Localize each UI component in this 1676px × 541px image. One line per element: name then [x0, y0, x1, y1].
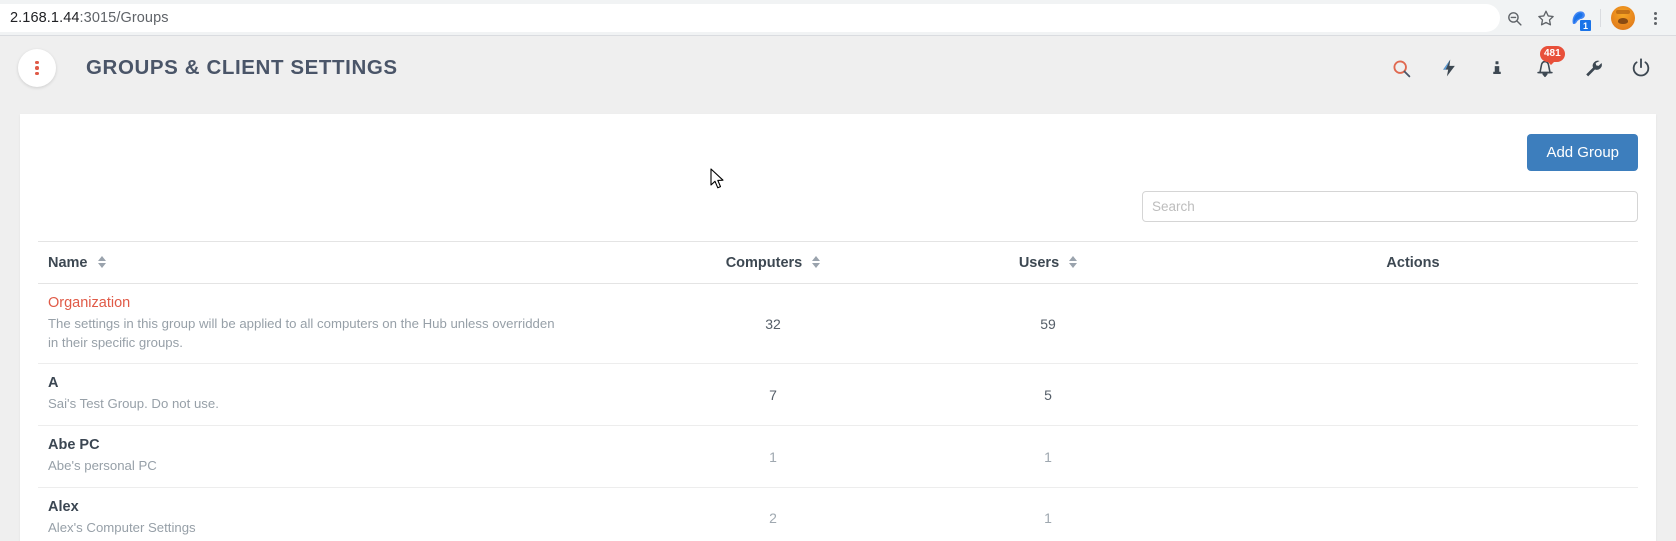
- add-group-button[interactable]: Add Group: [1527, 134, 1638, 171]
- users-count: 1: [908, 425, 1188, 488]
- notification-badge: 481: [1540, 46, 1565, 65]
- group-name-link[interactable]: Organization: [48, 295, 131, 311]
- users-count: 1: [908, 487, 1188, 541]
- group-name-cell: Alex Alex's Computer Settings: [38, 487, 638, 541]
- column-label-actions: Actions: [1386, 255, 1440, 271]
- page-title: GROUPS & CLIENT SETTINGS: [86, 56, 398, 79]
- search-input[interactable]: [1142, 191, 1638, 222]
- table-head: Name Computers Users Actions: [38, 241, 1638, 284]
- group-name-cell: A Sai's Test Group. Do not use.: [38, 363, 638, 427]
- address-path: :3015/Groups: [79, 10, 169, 26]
- row-actions[interactable]: [1188, 283, 1638, 365]
- group-name-link[interactable]: Abe PC: [48, 437, 100, 454]
- group-name-link[interactable]: Alex: [48, 498, 79, 515]
- groups-table: Name Computers Users Actions: [38, 241, 1638, 541]
- info-icon[interactable]: [1484, 55, 1510, 81]
- computers-count: 2: [638, 487, 908, 541]
- column-label-users: Users: [1018, 255, 1060, 271]
- address-bar-text: 2.168.1.44:3015/Groups: [10, 10, 169, 26]
- column-header-name[interactable]: Name: [38, 241, 638, 284]
- page-body: Add Group Name Computers Users: [0, 100, 1676, 541]
- table-row[interactable]: Organization The settings in this group …: [38, 283, 1638, 365]
- column-header-actions: Actions: [1188, 241, 1638, 284]
- computers-count: 1: [638, 425, 908, 488]
- table-row[interactable]: A Sai's Test Group. Do not use. 7 5: [38, 363, 1638, 427]
- users-count: 59: [908, 283, 1188, 365]
- header-actions: 481: [1388, 46, 1654, 81]
- browser-menu-icon[interactable]: [1640, 3, 1670, 33]
- table-row[interactable]: Alex Alex's Computer Settings 2 1: [38, 487, 1638, 541]
- browser-actions: 1: [1499, 0, 1670, 36]
- extension-icon[interactable]: 1: [1563, 3, 1593, 33]
- row-actions[interactable]: [1188, 487, 1638, 541]
- group-name-cell: Organization The settings in this group …: [38, 283, 638, 365]
- app-menu-button[interactable]: [18, 49, 56, 87]
- search-icon[interactable]: [1388, 55, 1414, 81]
- zoom-out-icon[interactable]: [1499, 3, 1529, 33]
- users-count: 5: [908, 363, 1188, 427]
- sort-icon-name[interactable]: [97, 256, 106, 269]
- column-header-computers[interactable]: Computers: [638, 241, 908, 284]
- toolbar-divider: [1600, 9, 1601, 27]
- app-header: GROUPS & CLIENT SETTINGS: [0, 36, 1676, 100]
- extension-badge: 1: [1579, 19, 1592, 32]
- bell-icon[interactable]: 481: [1532, 46, 1565, 81]
- row-actions[interactable]: [1188, 425, 1638, 488]
- groups-card: Add Group Name Computers Users: [20, 114, 1656, 541]
- group-description: The settings in this group will be appli…: [48, 316, 555, 350]
- search-row: [38, 191, 1638, 222]
- power-icon[interactable]: [1628, 55, 1654, 81]
- address-host: 2.168.1.44: [10, 10, 80, 26]
- table-header-row: Name Computers Users Actions: [38, 241, 1638, 284]
- group-name-cell: Abe PC Abe's personal PC: [38, 425, 638, 488]
- address-bar[interactable]: 2.168.1.44:3015/Groups: [0, 4, 1500, 32]
- sort-icon-computers[interactable]: [812, 256, 821, 269]
- column-label-name: Name: [48, 255, 88, 271]
- group-description: Alex's Computer Settings: [48, 519, 196, 535]
- sort-icon-users[interactable]: [1069, 256, 1078, 269]
- computers-count: 32: [638, 283, 908, 365]
- group-description: Abe's personal PC: [48, 458, 157, 474]
- table-row[interactable]: Abe PC Abe's personal PC 1 1: [38, 425, 1638, 488]
- table-body: Organization The settings in this group …: [38, 283, 1638, 541]
- group-name-link[interactable]: A: [48, 375, 59, 392]
- column-header-users[interactable]: Users: [908, 241, 1188, 284]
- wrench-icon[interactable]: [1580, 55, 1606, 81]
- lightning-icon[interactable]: [1436, 55, 1462, 81]
- card-toolbar: Add Group: [38, 132, 1638, 171]
- profile-avatar[interactable]: [1608, 3, 1638, 33]
- group-description: Sai's Test Group. Do not use.: [48, 396, 219, 412]
- bookmark-star-icon[interactable]: [1531, 3, 1561, 33]
- browser-toolbar: 2.168.1.44:3015/Groups 1: [0, 0, 1676, 36]
- computers-count: 7: [638, 363, 908, 427]
- row-actions[interactable]: [1188, 363, 1638, 427]
- column-label-computers: Computers: [725, 255, 803, 271]
